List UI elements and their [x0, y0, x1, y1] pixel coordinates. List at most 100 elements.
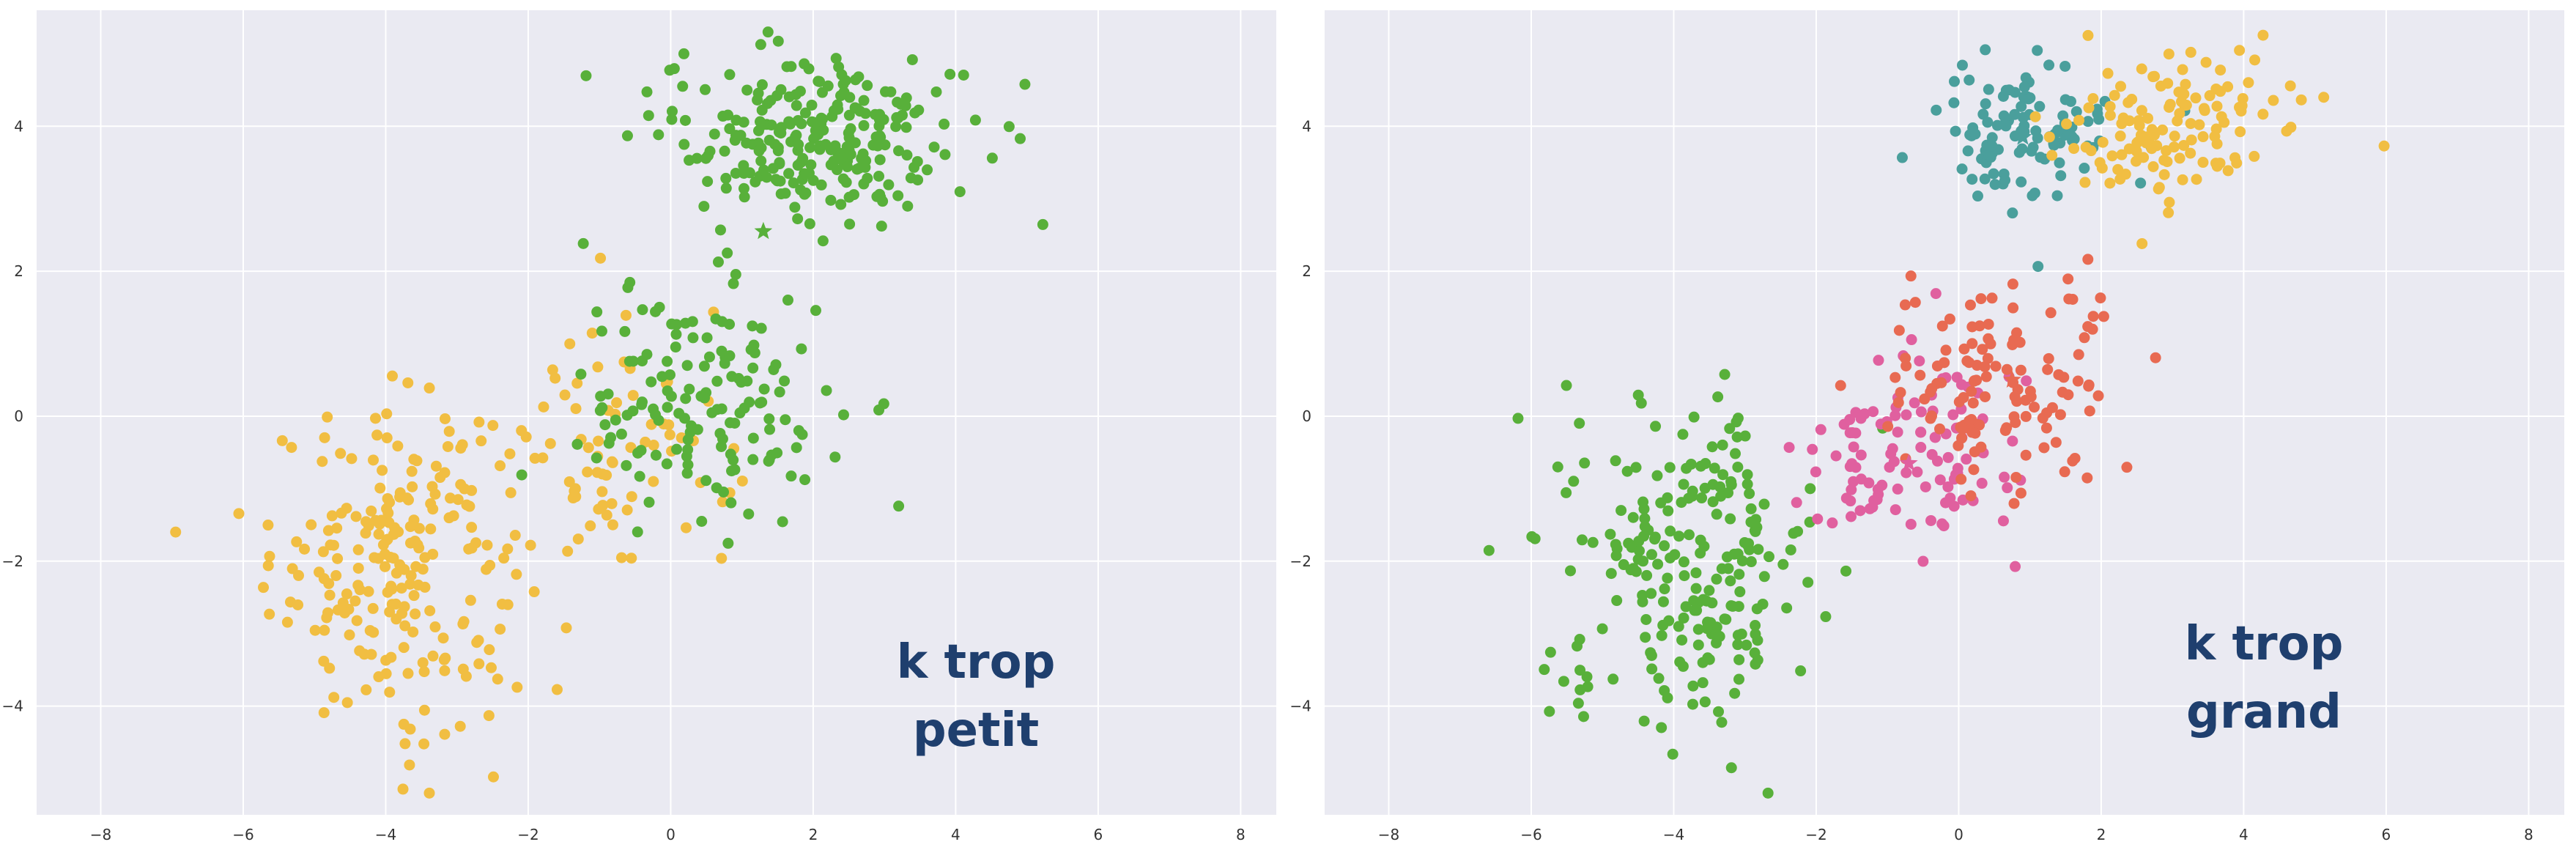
- scatter-point: [317, 456, 328, 468]
- scatter-point: [1725, 575, 1736, 587]
- scatter-point: [822, 80, 834, 92]
- scatter-point: [374, 482, 386, 494]
- scatter-point: [1989, 179, 2001, 191]
- scatter-point: [1934, 474, 1946, 486]
- scatter-point: [805, 159, 817, 171]
- scatter-point: [859, 161, 871, 173]
- scatter-point: [1956, 432, 1968, 444]
- scatter-point: [276, 435, 288, 446]
- scatter-point: [656, 371, 668, 382]
- scatter-point: [309, 624, 321, 636]
- y-tick-label: 4: [1302, 117, 1311, 135]
- scatter-point: [496, 598, 508, 610]
- scatter-point: [753, 145, 765, 157]
- scatter-point: [703, 351, 715, 363]
- scatter-point: [1781, 602, 1793, 614]
- scatter-point: [418, 738, 430, 750]
- scatter-point: [1572, 640, 1583, 652]
- scatter-point: [668, 63, 680, 75]
- scatter-point: [443, 426, 455, 437]
- scatter-point: [582, 442, 594, 454]
- scatter-point: [442, 440, 454, 452]
- scatter-point: [1688, 595, 1700, 607]
- scatter-point: [1888, 456, 1900, 468]
- scatter-point: [808, 133, 820, 144]
- scatter-point: [1980, 98, 1991, 110]
- scatter-point: [900, 122, 912, 133]
- scatter-point: [292, 599, 304, 610]
- scatter-point: [1651, 470, 1663, 481]
- scatter-point: [1681, 462, 1692, 474]
- scatter-point: [1845, 511, 1857, 522]
- scatter-point: [897, 109, 908, 121]
- scatter-point: [1564, 565, 1576, 577]
- scatter-point: [1711, 509, 1722, 520]
- scatter-point: [1745, 503, 1757, 514]
- scatter-point: [465, 594, 476, 606]
- scatter-point: [720, 172, 732, 184]
- scatter-point: [645, 376, 657, 388]
- scatter-point: [1826, 517, 1838, 529]
- scatter-point: [1581, 671, 1593, 683]
- scatter-point: [2052, 125, 2064, 136]
- annotation-line-2: petit: [913, 703, 1039, 758]
- scatter-point: [743, 508, 755, 520]
- scatter-point: [580, 70, 592, 81]
- scatter-point: [848, 189, 859, 201]
- scatter-point: [739, 191, 750, 203]
- scatter-point: [1815, 424, 1826, 435]
- scatter-point: [547, 364, 558, 376]
- scatter-point: [1037, 218, 1048, 230]
- y-tick-label: −2: [1290, 552, 1311, 570]
- scatter-point: [1951, 372, 1963, 383]
- scatter-point: [1630, 462, 1642, 473]
- scatter-point: [322, 411, 333, 423]
- scatter-point: [368, 627, 380, 638]
- scatter-point: [335, 448, 347, 459]
- scatter-point: [405, 570, 417, 582]
- scatter-point: [1677, 429, 1689, 440]
- scatter-point: [763, 454, 775, 466]
- scatter-point: [1972, 191, 1983, 202]
- scatter-point: [793, 425, 804, 437]
- scatter-point: [1966, 338, 1978, 350]
- scatter-point: [1950, 125, 1961, 137]
- scatter-point: [686, 316, 698, 328]
- scatter-point: [1939, 357, 1950, 369]
- scatter-point: [2155, 80, 2166, 92]
- scatter-point: [339, 607, 351, 618]
- scatter-point: [2132, 136, 2144, 148]
- scatter-point: [892, 97, 903, 108]
- scatter-point: [423, 382, 435, 394]
- scatter-point: [902, 200, 914, 212]
- scatter-point: [762, 26, 774, 38]
- scatter-point: [1719, 369, 1731, 380]
- scatter-point: [1646, 549, 1657, 561]
- scatter-point: [2007, 278, 2018, 290]
- scatter-point: [407, 481, 418, 492]
- scatter-point: [1577, 711, 1589, 722]
- scatter-point: [371, 429, 383, 441]
- scatter-point: [327, 539, 339, 551]
- scatter-point: [1635, 397, 1647, 409]
- scatter-point: [502, 543, 514, 555]
- scatter-point: [1659, 684, 1670, 696]
- scatter-point: [733, 373, 744, 385]
- scatter-point: [2200, 56, 2212, 68]
- scatter-point: [2281, 125, 2292, 137]
- scatter-point: [392, 440, 404, 452]
- scatter-point: [1561, 380, 1572, 391]
- chart-panel-1: −8 −6 −4 −2 0 2 4 6 8 −4 −2 0 2 4 k trop petit: [2, 10, 1276, 843]
- scatter-point: [369, 552, 380, 563]
- scatter-point: [2209, 130, 2221, 142]
- scatter-point: [1980, 44, 1991, 56]
- scatter-point: [2218, 117, 2230, 128]
- scatter-point: [1558, 676, 1569, 687]
- scatter-point: [495, 460, 506, 472]
- scatter-point: [1646, 650, 1657, 662]
- scatter-point: [326, 510, 338, 522]
- scatter-point: [820, 138, 832, 150]
- scatter-point: [403, 494, 415, 506]
- scatter-point: [930, 86, 942, 97]
- scatter-point: [766, 119, 777, 131]
